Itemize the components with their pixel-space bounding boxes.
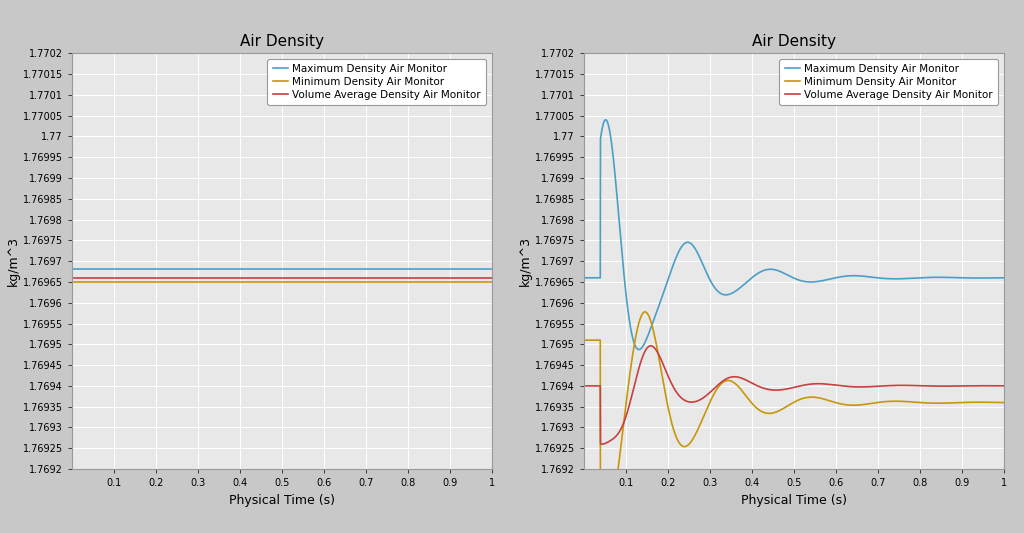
Volume Average Density Air Monitor — [782, 385, 795, 392]
Volume Average Density Air Monitor — [986, 383, 998, 389]
Volume Average Density Air Monitor — [321, 274, 333, 281]
Line: Maximum Density Air Monitor: Maximum Density Air Monitor — [584, 120, 1004, 350]
Minimum Density Air Monitor — [578, 337, 590, 343]
Line: Volume Average Density Air Monitor: Volume Average Density Air Monitor — [584, 346, 1004, 444]
Volume Average Density Air Monitor — [985, 383, 997, 389]
Minimum Density Air Monitor — [91, 279, 103, 285]
Maximum Density Air Monitor — [771, 267, 783, 273]
Volume Average Density Air Monitor — [91, 274, 103, 281]
Minimum Density Air Monitor — [782, 402, 795, 409]
Maximum Density Air Monitor — [985, 275, 997, 281]
Minimum Density Air Monitor — [639, 309, 651, 315]
Volume Average Density Air Monitor — [66, 274, 78, 281]
Volume Average Density Air Monitor — [485, 274, 498, 281]
Maximum Density Air Monitor — [427, 266, 439, 273]
Volume Average Density Air Monitor — [578, 383, 590, 389]
Volume Average Density Air Monitor — [997, 383, 1010, 389]
Maximum Density Air Monitor — [91, 266, 103, 273]
Volume Average Density Air Monitor — [384, 274, 396, 281]
Minimum Density Air Monitor — [384, 279, 396, 285]
Minimum Density Air Monitor — [66, 279, 78, 285]
Maximum Density Air Monitor — [986, 275, 998, 281]
Minimum Density Air Monitor — [333, 279, 345, 285]
Maximum Density Air Monitor — [66, 266, 78, 273]
X-axis label: Physical Time (s): Physical Time (s) — [740, 494, 847, 507]
Maximum Density Air Monitor — [633, 346, 645, 353]
X-axis label: Physical Time (s): Physical Time (s) — [228, 494, 335, 507]
Minimum Density Air Monitor — [321, 279, 333, 285]
Line: Minimum Density Air Monitor: Minimum Density Air Monitor — [584, 312, 1004, 533]
Title: Air Density: Air Density — [240, 34, 324, 50]
Legend: Maximum Density Air Monitor, Minimum Density Air Monitor, Volume Average Density: Maximum Density Air Monitor, Minimum Den… — [267, 59, 486, 105]
Maximum Density Air Monitor — [997, 274, 1010, 281]
Maximum Density Air Monitor — [333, 266, 345, 273]
Y-axis label: kg/m^3: kg/m^3 — [519, 236, 531, 286]
Volume Average Density Air Monitor — [599, 440, 611, 447]
Legend: Maximum Density Air Monitor, Minimum Density Air Monitor, Volume Average Density: Maximum Density Air Monitor, Minimum Den… — [779, 59, 998, 105]
Minimum Density Air Monitor — [485, 279, 498, 285]
Maximum Density Air Monitor — [485, 266, 498, 273]
Maximum Density Air Monitor — [578, 274, 590, 281]
Title: Air Density: Air Density — [752, 34, 836, 50]
Minimum Density Air Monitor — [985, 399, 997, 406]
Maximum Density Air Monitor — [908, 275, 921, 281]
Volume Average Density Air Monitor — [771, 387, 783, 393]
Minimum Density Air Monitor — [309, 279, 322, 285]
Minimum Density Air Monitor — [771, 408, 783, 415]
Minimum Density Air Monitor — [997, 399, 1010, 406]
Volume Average Density Air Monitor — [596, 441, 608, 447]
Maximum Density Air Monitor — [782, 272, 795, 279]
Minimum Density Air Monitor — [427, 279, 439, 285]
Volume Average Density Air Monitor — [908, 382, 921, 389]
Y-axis label: kg/m^3: kg/m^3 — [7, 236, 19, 286]
Maximum Density Air Monitor — [309, 266, 322, 273]
Minimum Density Air Monitor — [986, 399, 998, 406]
Volume Average Density Air Monitor — [333, 274, 345, 281]
Maximum Density Air Monitor — [600, 117, 612, 123]
Maximum Density Air Monitor — [599, 117, 611, 123]
Volume Average Density Air Monitor — [427, 274, 439, 281]
Maximum Density Air Monitor — [321, 266, 333, 273]
Minimum Density Air Monitor — [908, 399, 921, 406]
Volume Average Density Air Monitor — [309, 274, 322, 281]
Volume Average Density Air Monitor — [644, 343, 656, 349]
Maximum Density Air Monitor — [384, 266, 396, 273]
